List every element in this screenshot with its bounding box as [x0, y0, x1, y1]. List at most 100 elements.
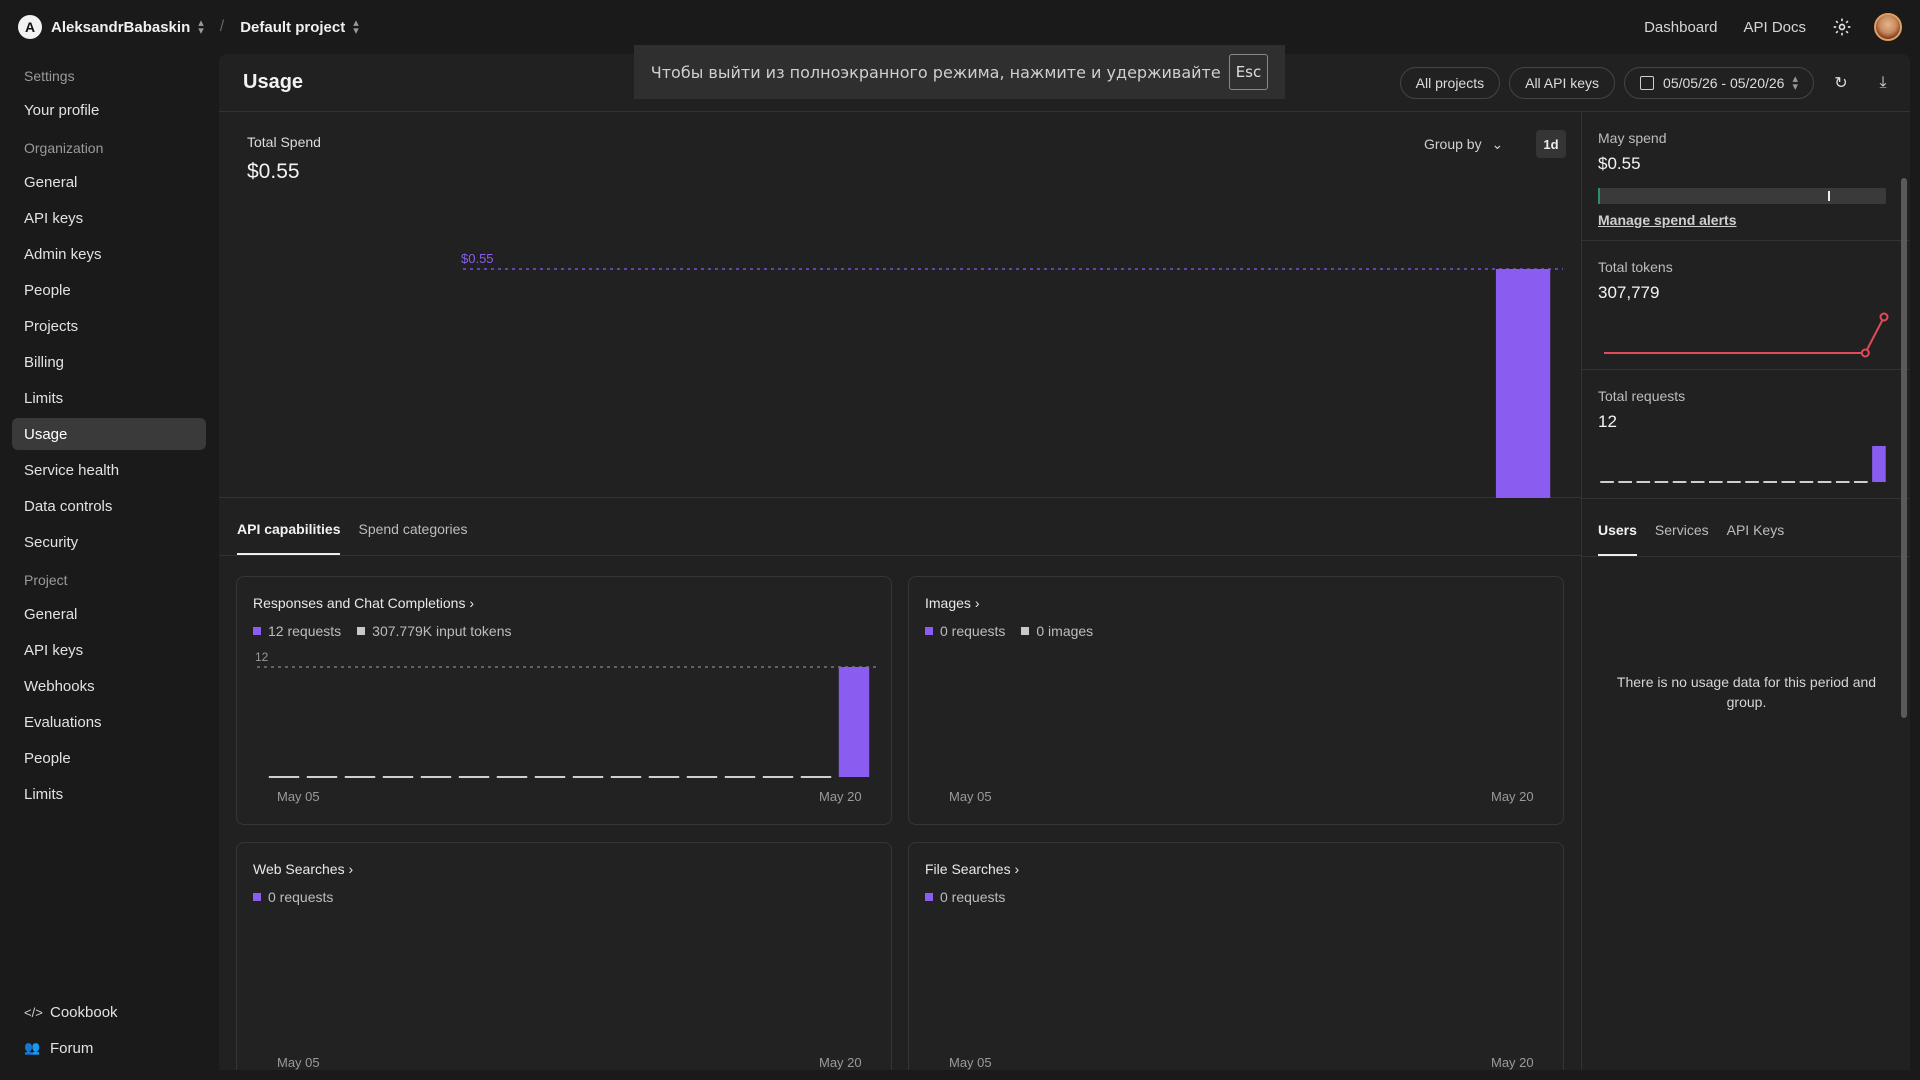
manage-spend-alerts-link[interactable]: Manage spend alerts	[1598, 212, 1737, 228]
tab-api-capabilities[interactable]: API capabilities	[237, 521, 341, 555]
legend-swatch	[357, 627, 366, 635]
group-by-dropdown[interactable]: Group by ⌄	[1424, 136, 1503, 153]
org-avatar[interactable]: A	[18, 15, 42, 39]
date-range-picker[interactable]: 05/05/26 - 05/20/26 ▴ ▾	[1624, 66, 1814, 99]
spend-progress-bar	[1598, 188, 1886, 204]
legend-item: 0 requests	[925, 623, 1005, 639]
total-tokens-label: Total tokens	[1598, 259, 1673, 275]
tab-spend-categories[interactable]: Spend categories	[358, 521, 468, 537]
main-panel: Usage All projects All API keys 05/05/26…	[219, 54, 1910, 1070]
right-stats-panel: May spend $0.55 Manage spend alerts Tota…	[1581, 112, 1910, 1070]
sidebar-item-data-controls[interactable]: Data controls	[24, 497, 113, 515]
interval-1d-button[interactable]: 1d	[1536, 130, 1566, 158]
sidebar-item-people[interactable]: People	[24, 281, 71, 299]
bar	[1835, 481, 1850, 483]
legend-item: 307.779K input tokens	[357, 623, 512, 639]
sidebar-item-api-keys[interactable]: API keys	[24, 209, 84, 227]
download-icon[interactable]: ⤓	[1879, 73, 1887, 91]
reference-label: 12	[255, 650, 269, 664]
card-title-text: Images	[925, 595, 971, 611]
sidebar-item-project-limits[interactable]: Limits	[24, 785, 64, 803]
chevron-down-icon: ⌄	[1491, 136, 1504, 152]
bar	[1709, 481, 1723, 483]
total-requests-value: 12	[1598, 412, 1617, 431]
tab-api-keys[interactable]: API Keys	[1726, 522, 1785, 538]
card-date-end: May 20	[819, 1055, 862, 1070]
bar	[838, 667, 870, 777]
card-date-end: May 20	[819, 789, 862, 804]
scrollbar[interactable]	[1901, 178, 1907, 718]
api-docs-link[interactable]: API Docs	[1743, 18, 1806, 36]
chevron-right-icon: ›	[974, 595, 980, 611]
card-title[interactable]: Responses and Chat Completions ›	[253, 595, 474, 611]
card-images[interactable]: Images › 0 requests 0 images May 05 May …	[908, 576, 1564, 825]
chevron-updown-icon: ▴ ▾	[1792, 72, 1798, 93]
calendar-icon	[1640, 75, 1655, 90]
bar	[1690, 481, 1705, 483]
total-tokens-stat: Total tokens 307,779	[1582, 241, 1910, 370]
sidebar-item-usage[interactable]: Usage	[12, 418, 206, 450]
bar	[648, 776, 680, 778]
card-title-text: Responses and Chat Completions	[253, 595, 466, 611]
legend-text: 0 requests	[940, 889, 1006, 905]
bar	[800, 776, 832, 778]
card-web-searches[interactable]: Web Searches › 0 requests May 05 May 20	[236, 842, 892, 1070]
bar	[686, 776, 718, 778]
project-switcher[interactable]: Default project	[240, 18, 346, 36]
total-requests-label: Total requests	[1598, 388, 1686, 404]
chevron-updown-icon[interactable]: ▴ ▾	[353, 17, 359, 37]
tab-services[interactable]: Services	[1654, 522, 1709, 538]
legend-text: 0 requests	[268, 889, 334, 905]
sidebar-item-forum[interactable]: 👥 Forum	[12, 1032, 206, 1064]
legend-swatch	[925, 627, 933, 635]
card-title[interactable]: File Searches ›	[925, 861, 1019, 877]
card-title[interactable]: Images ›	[925, 595, 979, 611]
may-spend-stat: May spend $0.55 Manage spend alerts	[1582, 112, 1910, 241]
may-spend-value: $0.55	[1598, 154, 1641, 173]
breakdown-tabs: Users Services API Keys	[1582, 499, 1910, 557]
card-file-searches[interactable]: File Searches › 0 requests May 05 May 20	[908, 842, 1564, 1070]
capability-tabs: API capabilities Spend categories	[219, 499, 1581, 556]
bar	[1763, 481, 1777, 483]
sidebar-item-general[interactable]: General	[24, 173, 78, 191]
card-responses[interactable]: Responses and Chat Completions › 12 requ…	[236, 576, 892, 825]
bar	[1781, 481, 1796, 483]
bar	[1727, 481, 1741, 483]
gear-icon[interactable]	[1832, 17, 1852, 37]
may-spend-label: May spend	[1598, 130, 1667, 146]
sidebar-item-project-general[interactable]: General	[24, 605, 78, 623]
sidebar-item-project-people[interactable]: People	[24, 749, 71, 767]
sidebar-item-your-profile[interactable]: Your profile	[24, 101, 100, 119]
user-avatar[interactable]	[1874, 13, 1902, 41]
legend-text: 307.779K input tokens	[372, 623, 512, 639]
sidebar-item-evaluations[interactable]: Evaluations	[24, 713, 102, 731]
sidebar-item-billing[interactable]: Billing	[24, 353, 65, 371]
all-projects-filter[interactable]: All projects	[1399, 66, 1501, 99]
sidebar-item-projects[interactable]: Projects	[24, 317, 79, 335]
card-date-end: May 20	[1491, 1055, 1534, 1070]
sidebar-item-admin-keys[interactable]: Admin keys	[24, 245, 102, 263]
spend-limit-marker	[1828, 191, 1831, 201]
chevron-updown-icon[interactable]: ▴ ▾	[198, 17, 204, 37]
reference-label: $0.55	[461, 251, 494, 266]
card-title[interactable]: Web Searches ›	[253, 861, 353, 877]
sidebar-item-limits[interactable]: Limits	[24, 389, 64, 407]
dashboard-link[interactable]: Dashboard	[1644, 18, 1718, 36]
org-switcher[interactable]: AleksandrBabaskin	[51, 18, 191, 36]
all-api-keys-filter[interactable]: All API keys	[1509, 66, 1616, 99]
sidebar-item-cookbook[interactable]: </> Cookbook	[12, 996, 206, 1028]
bar	[458, 776, 490, 778]
total-requests-stat: Total requests 12	[1582, 370, 1910, 499]
card-legend: 0 requests	[253, 889, 349, 905]
sidebar-item-service-health[interactable]: Service health	[24, 461, 120, 479]
bar	[572, 776, 604, 778]
sidebar-item-security[interactable]: Security	[24, 533, 79, 551]
tab-users[interactable]: Users	[1598, 522, 1637, 556]
bar	[1817, 481, 1832, 483]
refresh-icon[interactable]: ↻	[1834, 74, 1848, 92]
sidebar-item-project-api-keys[interactable]: API keys	[24, 641, 84, 659]
sidebar-item-webhooks[interactable]: Webhooks	[24, 677, 95, 695]
bar	[268, 776, 300, 778]
code-icon: </>	[24, 1004, 43, 1020]
